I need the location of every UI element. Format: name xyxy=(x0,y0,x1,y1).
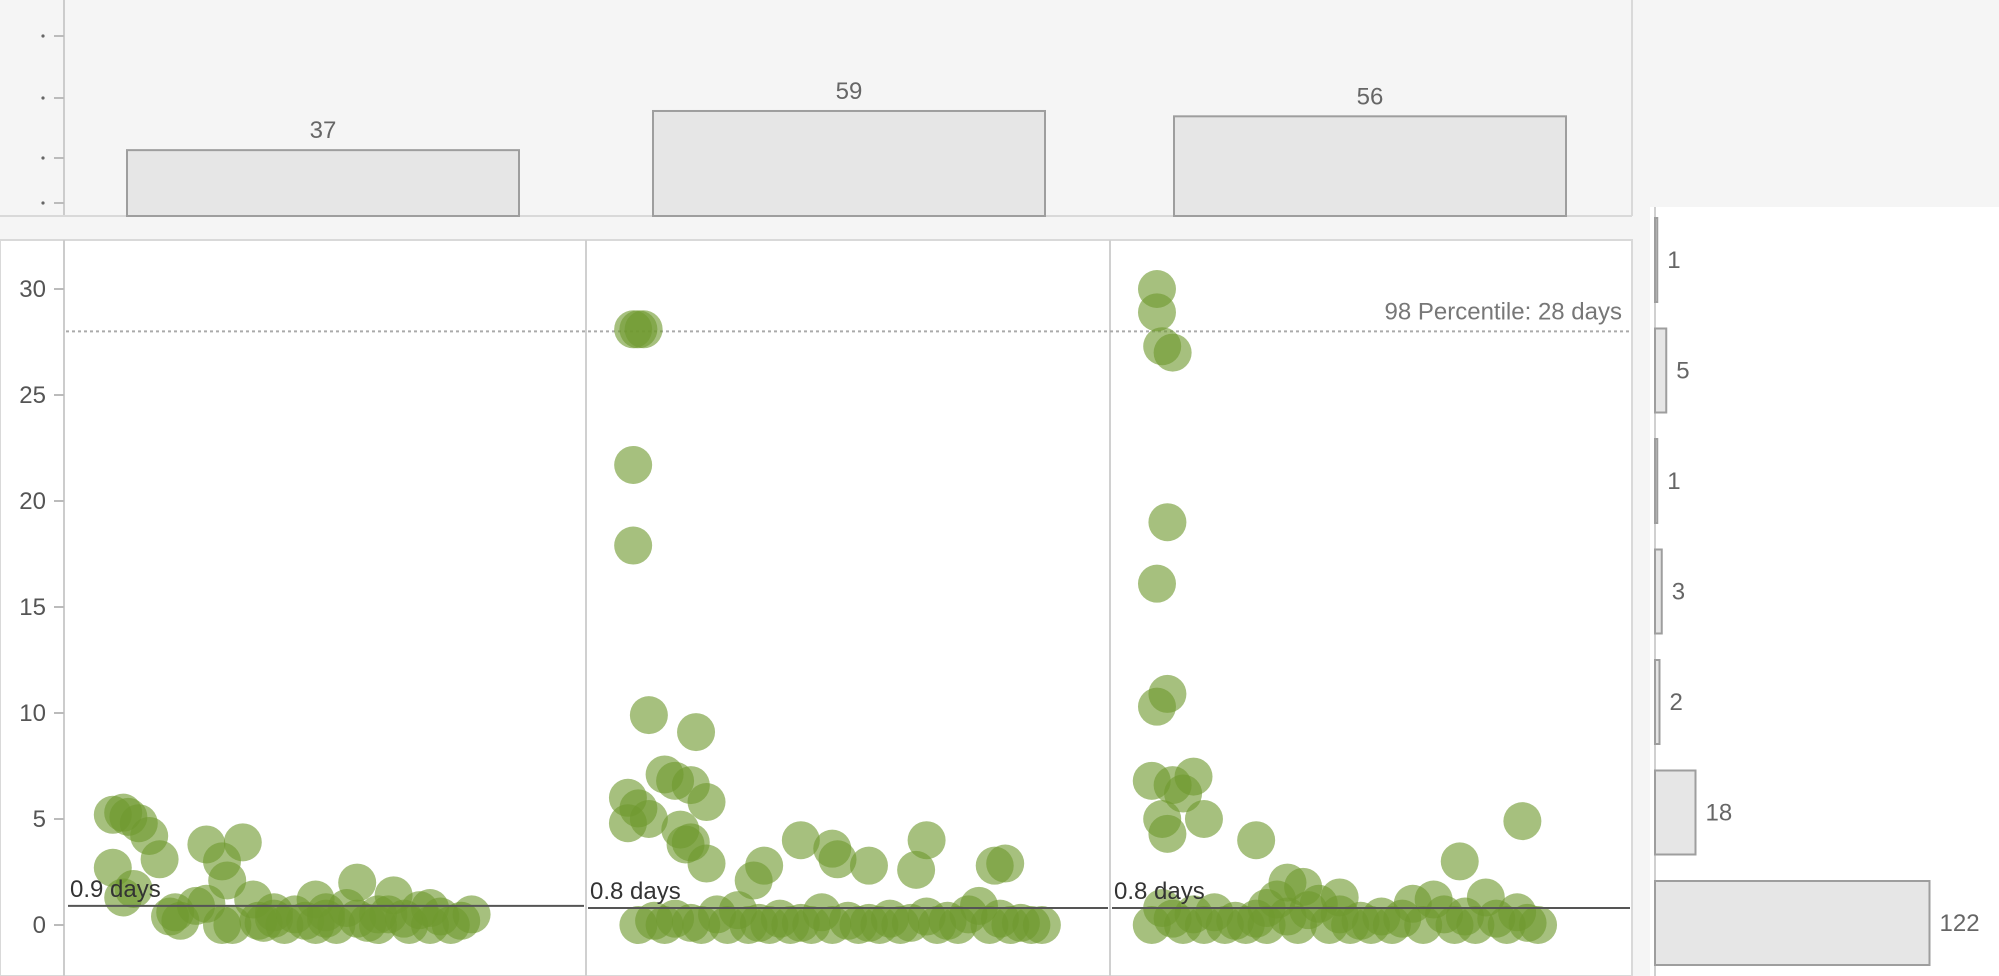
side-bar-3 xyxy=(1654,438,1659,524)
side-bar-label-4: 3 xyxy=(1672,579,1685,606)
side-bar-label-1: 1 xyxy=(1667,247,1680,274)
data-point xyxy=(1440,842,1479,881)
scatter-chart: 0 5 10 15 20 25 30 98 Percentile: 28 days 0.9 … xyxy=(19,240,1632,976)
top-tick-dot-4 xyxy=(41,201,45,205)
data-point xyxy=(411,889,449,928)
data-point xyxy=(452,895,491,934)
data-point xyxy=(897,850,936,889)
data-point xyxy=(986,844,1025,883)
data-point xyxy=(1153,333,1192,372)
side-bar-label-3: 1 xyxy=(1667,468,1680,495)
side-bar-4 xyxy=(1654,548,1663,635)
side-bar-7 xyxy=(1654,880,1931,966)
y-tick-label-15: 15 xyxy=(19,594,46,621)
side-bar-label-2: 5 xyxy=(1676,358,1689,385)
y-tick-label-0: 0 xyxy=(33,912,46,939)
data-point xyxy=(140,840,179,879)
y-tick-label-5: 5 xyxy=(33,806,46,833)
data-point xyxy=(359,895,397,934)
data-point xyxy=(677,713,716,752)
top-chart-ticks xyxy=(41,34,64,205)
data-point xyxy=(203,906,241,944)
scatter-panel-2: 0.8 days xyxy=(588,310,1108,944)
median-label-2: 0.8 days xyxy=(590,878,681,905)
top-bar-chart: 37 59 56 xyxy=(0,0,1633,217)
data-point xyxy=(1184,800,1223,838)
y-tick-label-25: 25 xyxy=(19,382,46,409)
side-bar-6 xyxy=(1654,769,1697,856)
data-point xyxy=(614,526,653,565)
top-tick-dot-2 xyxy=(41,96,45,100)
data-point xyxy=(614,445,653,484)
data-point xyxy=(687,844,726,883)
side-bar-label-6: 18 xyxy=(1706,800,1733,827)
data-point xyxy=(1137,564,1176,603)
data-point xyxy=(307,899,345,938)
scatter-panels: 0.9 days 0.8 days 0.8 days xyxy=(68,270,1630,944)
data-point xyxy=(1174,757,1213,796)
data-point xyxy=(608,804,647,843)
y-axis: 0 5 10 15 20 25 30 xyxy=(19,276,64,939)
median-label-1: 0.9 days xyxy=(70,876,161,903)
data-point xyxy=(1148,814,1187,853)
top-bar-1 xyxy=(126,149,520,217)
data-point xyxy=(1519,906,1558,944)
data-point xyxy=(629,696,668,735)
top-bar-label-3: 56 xyxy=(1357,83,1384,110)
y-tick-label-20: 20 xyxy=(19,488,46,515)
data-point xyxy=(1148,503,1187,542)
y-tick-label-10: 10 xyxy=(19,700,46,727)
side-bar-1 xyxy=(1654,217,1659,303)
percentile-label: 98 Percentile: 28 days xyxy=(1385,298,1622,325)
scatter-panel-1: 0.9 days xyxy=(68,793,584,944)
percentile-reference-line: 98 Percentile: 28 days xyxy=(66,298,1632,333)
data-point xyxy=(1237,821,1276,860)
data-point xyxy=(255,893,293,932)
scatter-panel-3: 0.8 days xyxy=(1112,270,1630,944)
data-point xyxy=(818,840,857,879)
y-tick-label-30: 30 xyxy=(19,276,46,303)
data-point xyxy=(745,846,784,885)
top-bar-3 xyxy=(1173,115,1567,217)
data-point xyxy=(1137,687,1176,726)
data-point xyxy=(114,869,153,908)
top-bar-label-1: 37 xyxy=(310,117,337,144)
side-bar-2 xyxy=(1654,327,1668,414)
top-bar-2 xyxy=(652,109,1046,217)
data-point xyxy=(338,863,377,902)
top-tick-dot-1 xyxy=(41,34,45,38)
top-tick-dot-3 xyxy=(41,156,45,160)
data-point xyxy=(624,310,663,349)
side-bar-label-5: 2 xyxy=(1670,689,1683,716)
right-panel-background xyxy=(1650,207,1999,976)
data-point xyxy=(223,823,262,862)
data-point xyxy=(781,821,820,860)
side-bar-label-7: 122 xyxy=(1940,910,1980,937)
data-point xyxy=(687,783,726,822)
data-point xyxy=(1503,802,1542,841)
data-point xyxy=(907,821,946,860)
data-point xyxy=(208,861,247,900)
scatter-panel-background xyxy=(0,239,1633,976)
data-point xyxy=(1022,906,1061,944)
side-bar-5 xyxy=(1654,659,1661,745)
top-bar-label-2: 59 xyxy=(836,78,863,105)
data-point xyxy=(1137,293,1176,332)
data-point xyxy=(849,846,888,885)
median-label-3: 0.8 days xyxy=(1114,878,1205,905)
side-bar-chart: 1 5 1 3 2 18 122 xyxy=(1654,207,1980,976)
